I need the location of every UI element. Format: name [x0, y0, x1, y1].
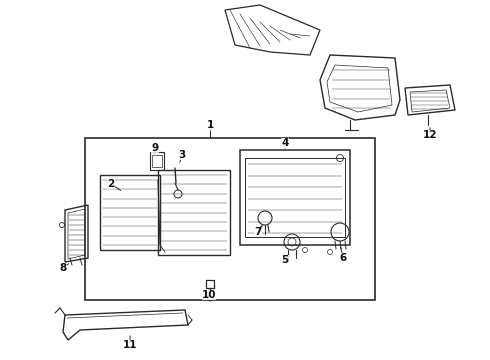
- Text: 7: 7: [254, 227, 262, 237]
- Text: 11: 11: [123, 340, 137, 350]
- Text: 10: 10: [202, 290, 216, 300]
- Text: 6: 6: [340, 253, 346, 263]
- Bar: [85, 138, 375, 300]
- Text: 12: 12: [423, 130, 437, 140]
- Text: 4: 4: [281, 138, 289, 148]
- Bar: [100, 175, 160, 250]
- Text: 1: 1: [206, 120, 214, 130]
- Bar: [240, 150, 350, 245]
- Bar: [150, 152, 164, 170]
- Text: 5: 5: [281, 255, 289, 265]
- Bar: [158, 170, 230, 255]
- Text: 2: 2: [107, 179, 115, 189]
- Text: 8: 8: [59, 263, 67, 273]
- Bar: [152, 155, 162, 167]
- Text: 9: 9: [151, 143, 159, 153]
- Text: 3: 3: [178, 150, 186, 160]
- Bar: [245, 158, 345, 237]
